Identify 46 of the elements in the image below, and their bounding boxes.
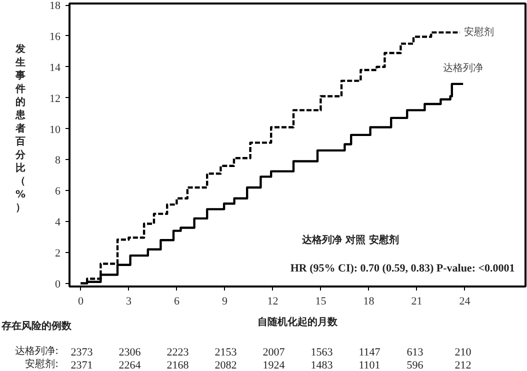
y-tick-label: 14	[50, 62, 61, 74]
x-tick-label: 3	[126, 296, 132, 308]
series-label: 达格列净	[443, 62, 484, 74]
text: 1563	[310, 346, 334, 358]
annotation: HR (95% CI): 0.70 (0.59, 0.83) P-value: <0.0001	[290, 262, 515, 274]
text: 发生事件的患者百分比（%）	[15, 44, 26, 214]
x-tick-label: 24	[459, 296, 471, 308]
text: 2223	[166, 346, 190, 358]
x-axis-title: 自随机化起的月数	[258, 316, 338, 328]
text: 安慰剂:	[25, 358, 59, 370]
y-tick-label: 18	[50, 0, 61, 12]
x-tick-label: 12	[267, 296, 278, 308]
text: 2371	[70, 360, 93, 371]
text: 2168	[166, 360, 190, 371]
text: 2306	[118, 346, 142, 358]
x-tick-label: 9	[222, 296, 228, 308]
text: 1147	[358, 346, 381, 358]
y-tick-label: 16	[50, 30, 61, 43]
text: 达格列净:	[15, 345, 59, 357]
text: 1101	[358, 360, 380, 371]
text: 2153	[214, 346, 238, 358]
text: 1483	[310, 360, 334, 371]
text: 596	[406, 360, 424, 371]
x-tick-label: 0	[78, 296, 84, 308]
y-tick-label: 4	[55, 216, 61, 229]
x-tick-label: 21	[411, 296, 422, 308]
annotation: 达格列净 对照 安慰剂	[301, 234, 399, 246]
y-tick-label: 2	[55, 247, 60, 260]
y-tick-label: 0	[55, 278, 61, 290]
text: 212	[454, 360, 472, 371]
text: 2373	[70, 346, 94, 358]
text: 210	[454, 346, 472, 358]
x-tick-label: 15	[315, 296, 327, 308]
text: 存在风险的例数	[0, 320, 72, 332]
text: 1924	[262, 360, 286, 371]
y-tick-label: 12	[50, 92, 60, 105]
x-tick-label: 18	[363, 296, 375, 308]
y-tick-label: 10	[50, 124, 61, 136]
text: 2082	[214, 360, 237, 371]
text: 2007	[262, 346, 286, 358]
x-tick-label: 6	[174, 296, 180, 308]
series-label: 安慰剂	[464, 26, 494, 38]
text: 2264	[118, 360, 142, 371]
y-tick-label: 8	[55, 154, 61, 167]
text: 613	[406, 346, 424, 358]
y-tick-label: 6	[55, 186, 61, 198]
